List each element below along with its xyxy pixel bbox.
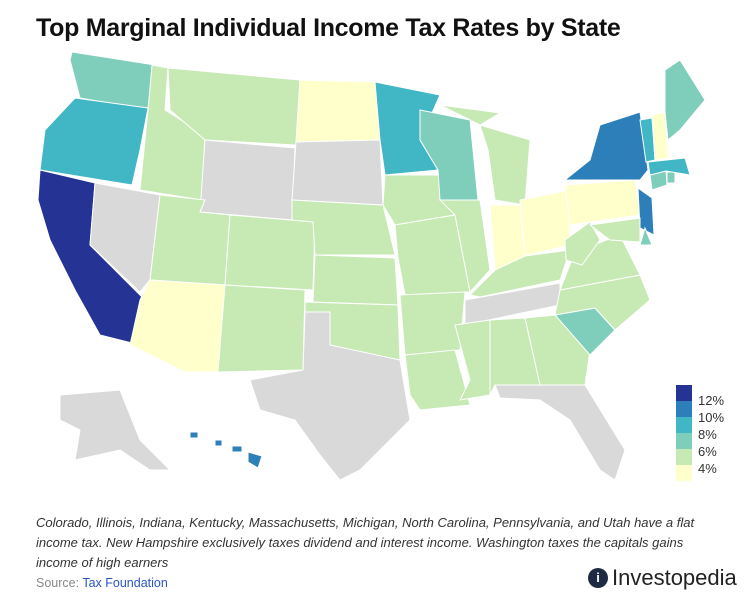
- legend-swatch-4: [676, 449, 692, 465]
- legend-label: 8%: [698, 427, 717, 442]
- footnote: Colorado, Illinois, Indiana, Kentucky, M…: [36, 515, 695, 570]
- state-mt: [167, 67, 301, 146]
- state-ks: [312, 254, 399, 306]
- state-ga: [524, 314, 591, 386]
- investopedia-logo: i Investopedia: [588, 565, 737, 591]
- state-fl: [494, 384, 626, 481]
- state-ma: [647, 157, 691, 176]
- legend-swatch-12: [676, 385, 692, 401]
- state-hi: [189, 431, 199, 439]
- state-oh: [519, 189, 571, 257]
- state-mi: [439, 104, 502, 126]
- state-nv: [89, 182, 161, 293]
- state-ri: [666, 171, 676, 184]
- legend-swatch-8: [676, 417, 692, 433]
- state-ak: [59, 389, 172, 471]
- state-de: [639, 226, 653, 246]
- state-ms: [454, 319, 491, 401]
- state-va: [559, 234, 641, 291]
- logo-text: Investopedia: [612, 565, 737, 590]
- state-nj: [637, 186, 655, 236]
- legend-label: 6%: [698, 444, 717, 459]
- state-wy: [199, 139, 296, 221]
- state-la: [404, 349, 471, 411]
- logo-mark-icon: i: [588, 568, 608, 588]
- legend-label: 4%: [698, 461, 717, 476]
- legend-swatch-6: [676, 433, 692, 449]
- state-pa: [564, 179, 641, 226]
- state-hi: [214, 439, 223, 447]
- page-title: Top Marginal Individual Income Tax Rates…: [36, 14, 621, 42]
- state-me: [664, 59, 706, 141]
- state-sd: [291, 139, 384, 206]
- state-hi: [231, 445, 243, 453]
- state-nh: [651, 111, 669, 161]
- state-wv: [564, 221, 601, 266]
- source: Source: Tax Foundation: [36, 576, 168, 590]
- state-md: [588, 217, 641, 243]
- legend: 12% 10% 8% 6% 4%: [676, 385, 724, 481]
- state-hi: [247, 451, 263, 469]
- state-il: [438, 199, 491, 294]
- state-ny: [563, 111, 649, 181]
- legend-swatch-low: [676, 465, 692, 481]
- legend-swatch-10: [676, 401, 692, 417]
- state-az: [129, 279, 226, 373]
- state-nm: [217, 284, 306, 373]
- state-tx: [249, 311, 411, 481]
- legend-label: 12%: [698, 393, 725, 408]
- state-nd: [295, 79, 381, 143]
- source-link[interactable]: Tax Foundation: [82, 576, 168, 590]
- state-co: [224, 214, 316, 291]
- source-label: Source:: [36, 576, 80, 590]
- state-or: [39, 97, 149, 186]
- us-map: [37, 51, 706, 481]
- state-mi: [479, 124, 531, 206]
- state-ar: [399, 291, 466, 356]
- legend-label: 10%: [698, 410, 725, 425]
